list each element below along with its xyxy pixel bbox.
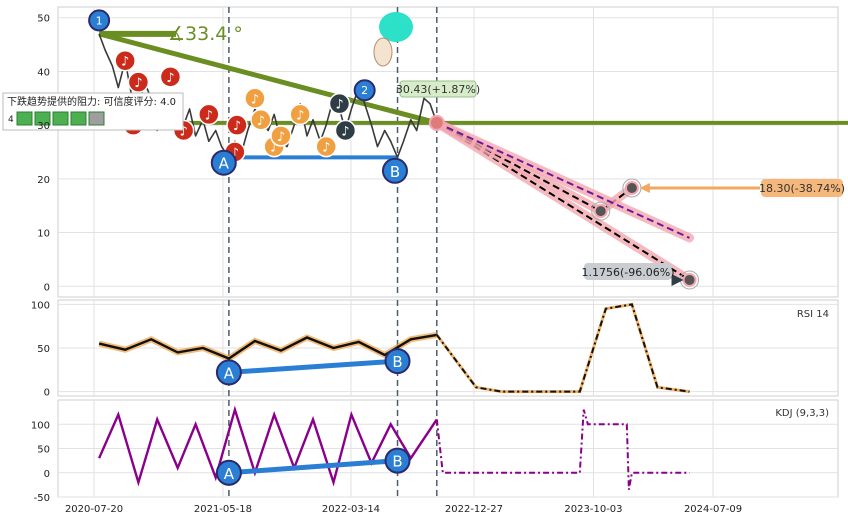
kdj-point-marker: [384, 447, 411, 474]
last-price-marker: [428, 114, 445, 131]
music-note-glyph: ♪: [322, 141, 330, 156]
x-tick-label: 2021-05-18: [194, 504, 252, 515]
kdj-y-tick-label: 100: [31, 420, 50, 431]
target1-label-box: [761, 178, 843, 197]
music-note-icon: [198, 103, 220, 126]
x-tick-label: 2020-07-20: [65, 504, 123, 515]
music-note-icon: [270, 125, 292, 147]
rsi-point-marker: [384, 348, 411, 375]
rsi-y-tick-label: 0: [44, 388, 50, 399]
kdj-point-label: A: [224, 465, 235, 483]
target-marker-ring: [591, 201, 611, 221]
mascot-icon: [379, 12, 413, 42]
kdj-y-tick-label: 50: [37, 445, 50, 456]
price-point-marker: [381, 157, 408, 184]
rating-badge-label: 4: [8, 115, 14, 125]
target2-label: 1.1756(-96.06%): [582, 266, 675, 279]
rsi-projection-line: [435, 303, 690, 393]
music-note-icon: [114, 49, 136, 72]
x-tick-label: 2023-10-03: [564, 504, 622, 515]
target2-arrowhead: [671, 273, 684, 286]
music-note-glyph: ♪: [205, 108, 213, 123]
price-point-label: 2: [361, 84, 368, 97]
rating-star-icon: [88, 111, 105, 126]
x-tick-label: 2022-03-14: [322, 504, 380, 515]
target-marker: [682, 272, 697, 287]
price-y-tick-label: 20: [37, 175, 50, 186]
target1-label: 18.30(-38.74%): [759, 182, 845, 195]
price-y-tick-label: 0: [44, 282, 50, 293]
music-note-glyph: ♪: [231, 146, 239, 161]
price-y-tick-label: 30: [37, 121, 50, 132]
music-note-glyph: ♪: [251, 92, 259, 107]
price-point-label: A: [219, 155, 230, 173]
kdj-point-marker: [215, 459, 242, 486]
rsi-legend: RSI 14: [797, 309, 829, 320]
music-note-glyph: ♪: [341, 125, 349, 140]
rsi-point-label: A: [224, 364, 235, 382]
kdj-divergence-line: [228, 458, 398, 476]
rating-star-icon: [70, 111, 87, 126]
price-point-marker: [210, 149, 237, 176]
music-note-icon: [250, 109, 272, 131]
music-note-glyph: ♪: [296, 108, 304, 123]
price-point-label: 1: [96, 14, 103, 27]
music-note-icon: [159, 66, 182, 88]
price-panel-frame: [57, 6, 839, 298]
kdj-point-label: B: [392, 453, 402, 471]
rating-star-icon: [16, 111, 33, 126]
price-y-tick-label: 40: [37, 67, 50, 78]
music-note-icon: [328, 92, 351, 115]
rsi-point-label: B: [392, 353, 402, 371]
last-price-label: 30.43(+1.87%): [396, 83, 480, 96]
music-note-glyph: ♪: [335, 98, 343, 113]
music-note-icon: [226, 114, 248, 136]
music-note-icon: [289, 103, 311, 126]
price-y-tick-label: 10: [37, 229, 50, 240]
music-note-icon: [127, 71, 150, 93]
rsi-divergence-line: [228, 358, 398, 375]
last-price-label-box: [399, 80, 477, 98]
angle-label: ∡33.4 °: [168, 23, 243, 45]
price-point-marker: [88, 9, 111, 32]
rsi-line: [98, 333, 438, 360]
x-tick-label: 2024-07-09: [684, 504, 742, 515]
music-note-glyph: ♪: [270, 141, 278, 156]
music-note-icon: [334, 119, 357, 142]
kdj-y-tick-label: 0: [44, 469, 50, 480]
kdj-legend: KDJ (9,3,3): [775, 408, 829, 419]
kdj-projection-line: [435, 409, 690, 490]
price-point-label: B: [390, 163, 400, 181]
kdj-line: [98, 405, 438, 487]
rsi-y-tick-label: 100: [31, 300, 50, 311]
music-note-icon: [315, 135, 337, 158]
rsi-y-tick-label: 50: [37, 344, 50, 355]
mascot-figure-icon: [373, 37, 393, 67]
rating-star-icon: [34, 111, 51, 126]
music-note-glyph: ♪: [121, 55, 129, 70]
music-note-glyph: ♪: [166, 71, 174, 86]
projection-line: [436, 121, 633, 213]
target-marker: [624, 180, 639, 195]
target1-arrowhead: [639, 182, 650, 193]
music-note-glyph: ♪: [233, 119, 241, 134]
music-note-glyph: ♪: [134, 76, 142, 91]
music-note-icon: [244, 87, 266, 110]
target2-label-box: [584, 262, 672, 280]
music-note-glyph: ♪: [257, 114, 265, 129]
rating-star-icon: [52, 111, 69, 126]
resistance-note: 下跌趋势提供的阻力: 可信度评分: 4.0: [7, 95, 176, 108]
downtrend-resistance-line: [98, 31, 438, 126]
music-note-glyph: ♪: [277, 130, 285, 145]
price-point-marker: [353, 79, 376, 102]
rsi-point-marker: [215, 359, 242, 386]
target-marker: [593, 204, 608, 219]
projection-line: [436, 121, 690, 239]
music-note-glyph: ♪: [179, 125, 187, 140]
price-y-tick-label: 50: [37, 14, 50, 25]
x-tick-label: 2022-12-27: [445, 504, 503, 515]
kdj-y-tick-label: -50: [34, 493, 50, 504]
